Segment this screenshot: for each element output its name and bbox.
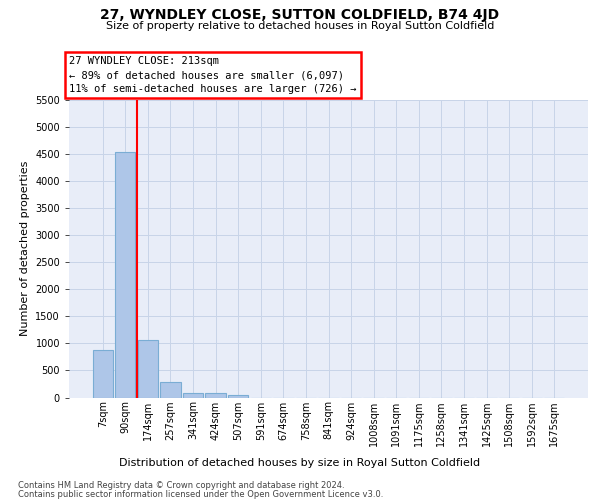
Bar <box>205 393 226 398</box>
Text: Size of property relative to detached houses in Royal Sutton Coldfield: Size of property relative to detached ho… <box>106 21 494 31</box>
Text: 27 WYNDLEY CLOSE: 213sqm
← 89% of detached houses are smaller (6,097)
11% of sem: 27 WYNDLEY CLOSE: 213sqm ← 89% of detach… <box>69 56 356 94</box>
Bar <box>228 394 248 398</box>
Text: Contains HM Land Registry data © Crown copyright and database right 2024.: Contains HM Land Registry data © Crown c… <box>18 481 344 490</box>
Bar <box>115 152 136 398</box>
Text: Distribution of detached houses by size in Royal Sutton Coldfield: Distribution of detached houses by size … <box>119 458 481 468</box>
Bar <box>92 350 113 398</box>
Y-axis label: Number of detached properties: Number of detached properties <box>20 161 29 336</box>
Bar <box>160 382 181 398</box>
Bar <box>183 392 203 398</box>
Text: Contains public sector information licensed under the Open Government Licence v3: Contains public sector information licen… <box>18 490 383 499</box>
Text: 27, WYNDLEY CLOSE, SUTTON COLDFIELD, B74 4JD: 27, WYNDLEY CLOSE, SUTTON COLDFIELD, B74… <box>100 8 500 22</box>
Bar <box>138 340 158 398</box>
